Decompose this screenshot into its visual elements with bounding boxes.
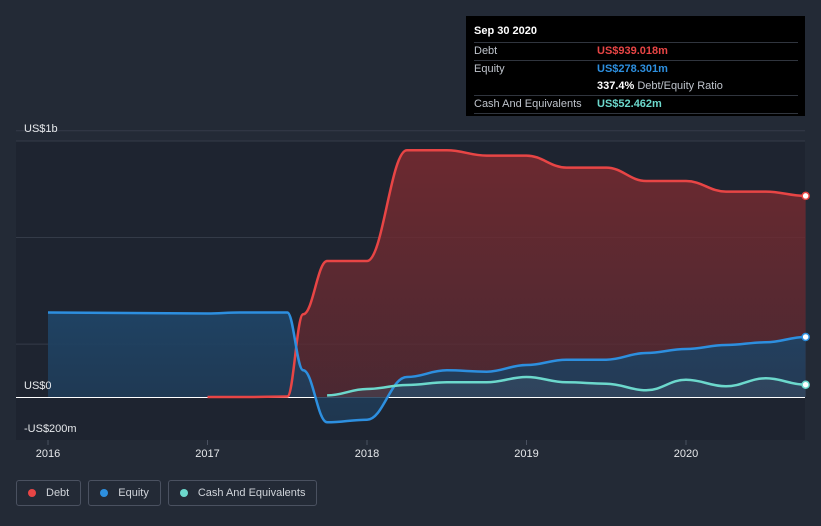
x-tick-label: 2017 bbox=[195, 448, 219, 460]
cash-and-equivalents-area bbox=[327, 377, 806, 397]
x-tick-label: 2020 bbox=[674, 448, 698, 460]
x-tick-label: 2019 bbox=[514, 448, 538, 460]
tooltip-ratio-caption: Debt/Equity Ratio bbox=[637, 80, 723, 92]
tooltip-value-equity: US$278.301m bbox=[597, 63, 668, 75]
equity-area bbox=[48, 312, 806, 423]
tooltip-value-debt: US$939.018m bbox=[597, 45, 668, 57]
y-label-top: US$1b bbox=[24, 123, 58, 135]
tooltip-row-equity: Equity US$278.301m bbox=[474, 60, 798, 78]
chart-legend: Debt Equity Cash And Equivalents bbox=[16, 480, 318, 506]
legend-label: Debt bbox=[46, 487, 70, 499]
debt-end-marker bbox=[801, 191, 810, 201]
debt-area bbox=[207, 150, 806, 397]
y-label-zero: US$0 bbox=[24, 380, 52, 392]
tooltip-label: Cash And Equivalents bbox=[474, 98, 582, 110]
legend-dot-icon bbox=[179, 489, 188, 497]
tooltip-label: Equity bbox=[474, 63, 505, 75]
equity-end-marker bbox=[801, 332, 810, 342]
legend-item-equity[interactable]: Equity bbox=[88, 480, 161, 506]
tooltip-row-debt: Debt US$939.018m bbox=[474, 42, 798, 60]
legend-item-debt[interactable]: Debt bbox=[16, 480, 82, 506]
equity-line bbox=[47, 311, 806, 424]
x-tick-label: 2018 bbox=[355, 448, 379, 460]
legend-item-cash[interactable]: Cash And Equivalents bbox=[167, 480, 318, 506]
tooltip-label: Debt bbox=[474, 45, 498, 57]
tooltip-row-ratio: 337.4% Debt/Equity Ratio bbox=[474, 78, 798, 95]
x-tick-label: 2016 bbox=[36, 448, 60, 460]
tooltip-value-ratio: 337.4% bbox=[597, 80, 635, 92]
legend-dot-icon bbox=[100, 489, 109, 497]
cash-and-equivalents-line bbox=[327, 375, 806, 397]
tooltip-panel: Sep 30 2020 Debt US$939.018m Equity US$2… bbox=[466, 16, 805, 116]
tooltip-label bbox=[474, 78, 597, 95]
debt-line bbox=[207, 149, 806, 399]
cash-and-equivalents-end-marker bbox=[801, 380, 810, 389]
tooltip-date: Sep 30 2020 bbox=[474, 25, 537, 37]
y-label-bottom: -US$200m bbox=[24, 423, 77, 435]
tooltip-value-cash: US$52.462m bbox=[597, 98, 662, 110]
legend-dot-icon bbox=[28, 489, 36, 497]
legend-label: Equity bbox=[118, 487, 149, 499]
legend-label: Cash And Equivalents bbox=[197, 487, 306, 499]
tooltip-row-cash: Cash And Equivalents US$52.462m bbox=[474, 95, 798, 114]
